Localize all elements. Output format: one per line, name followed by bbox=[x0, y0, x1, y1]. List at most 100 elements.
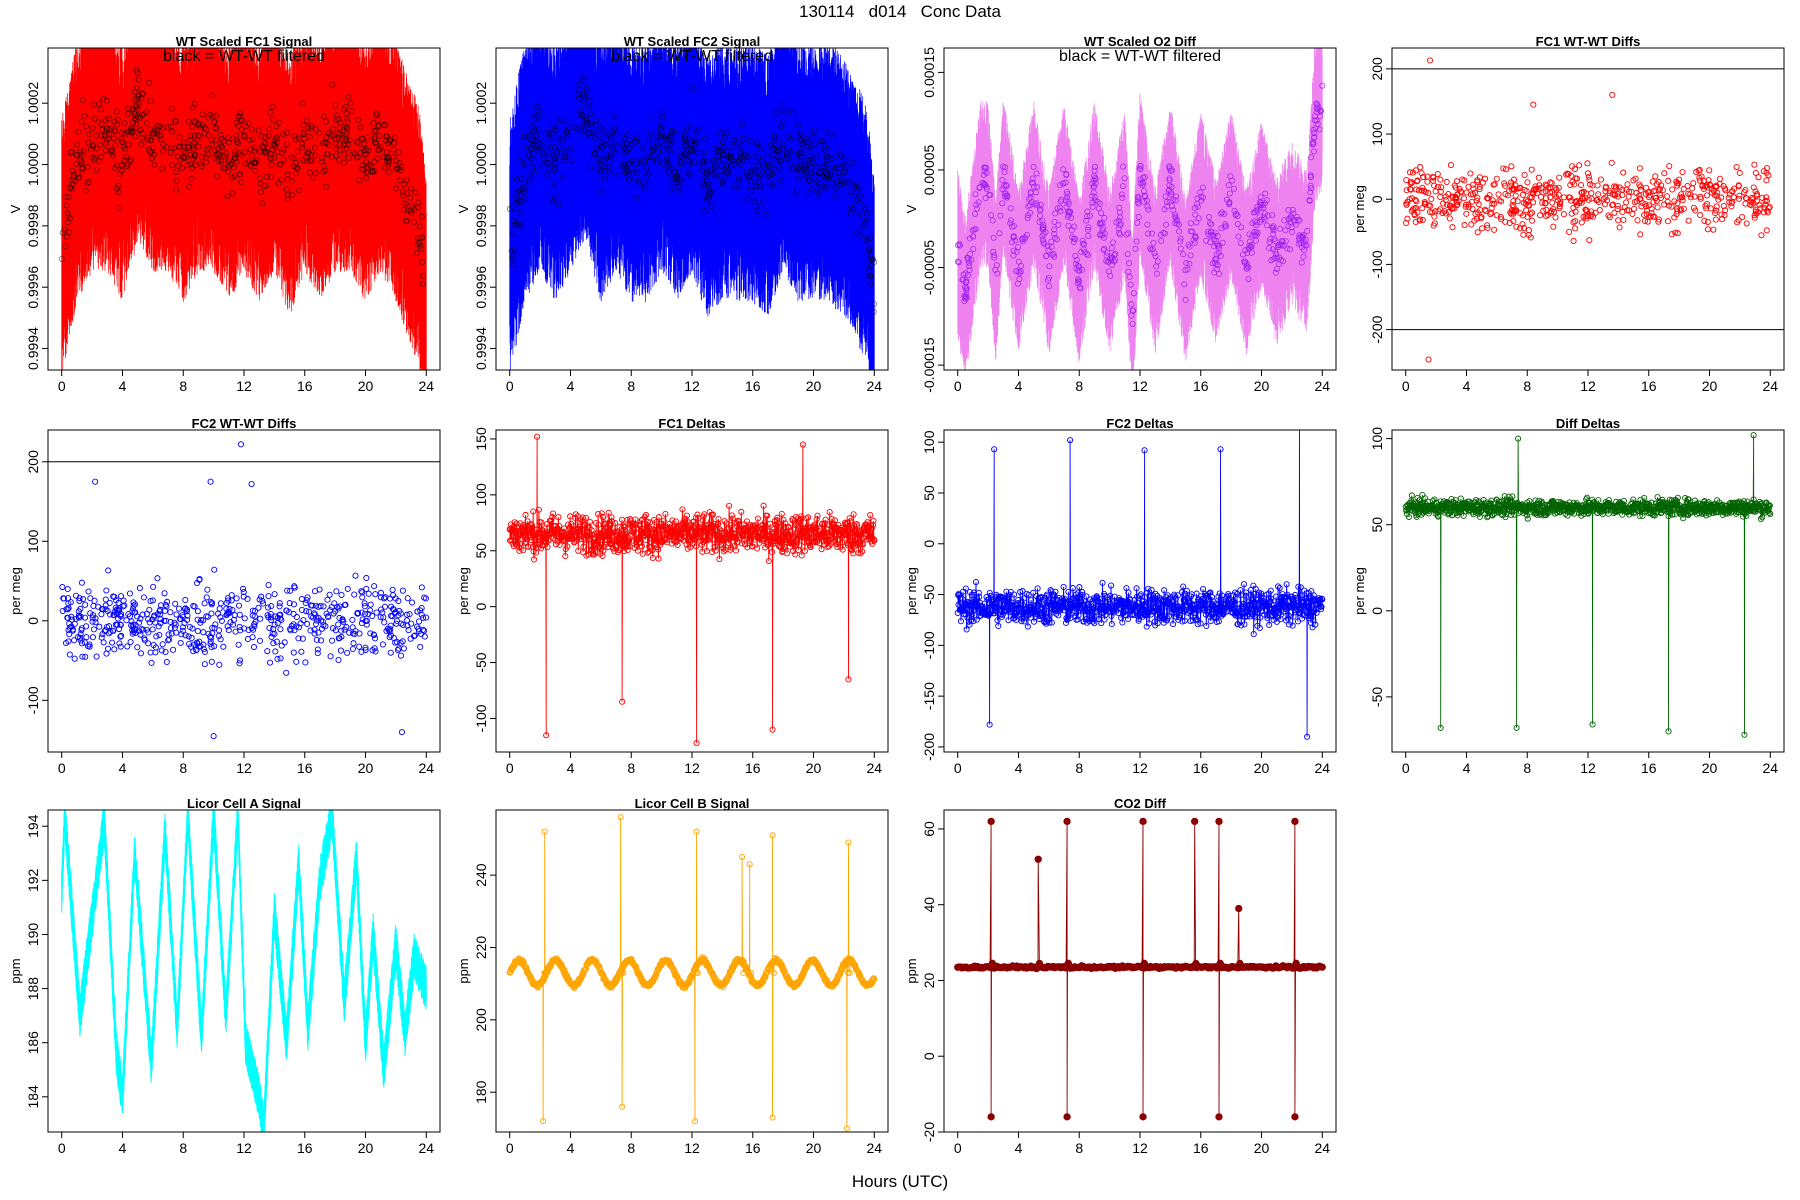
data-point bbox=[868, 273, 875, 280]
x-tick-label: 16 bbox=[1193, 378, 1209, 394]
data-point bbox=[97, 141, 104, 148]
data-point bbox=[1045, 274, 1052, 281]
data-point bbox=[1254, 229, 1261, 236]
data-point bbox=[506, 206, 513, 213]
data-point bbox=[1700, 185, 1707, 192]
data-point bbox=[982, 195, 989, 202]
data-point bbox=[619, 140, 626, 147]
data-point bbox=[155, 623, 162, 630]
data-point bbox=[1583, 207, 1590, 214]
data-point bbox=[93, 167, 100, 174]
data-point bbox=[1121, 175, 1128, 182]
data-point bbox=[664, 155, 671, 162]
data-point bbox=[274, 620, 281, 627]
panel-title: WT Scaled FC1 Signal bbox=[176, 34, 313, 49]
data-point bbox=[204, 586, 211, 593]
data-point bbox=[181, 605, 189, 613]
data-point bbox=[300, 129, 307, 136]
data-point bbox=[1085, 609, 1092, 616]
y-axis-label: per meg bbox=[8, 567, 23, 615]
data-point bbox=[1304, 227, 1311, 234]
data-point-outlier bbox=[237, 441, 245, 448]
data-point bbox=[381, 154, 388, 161]
data-point bbox=[1713, 203, 1720, 210]
data-point bbox=[63, 202, 70, 209]
data-point bbox=[764, 170, 771, 177]
data-point bbox=[1620, 169, 1627, 176]
data-point bbox=[76, 614, 83, 621]
data-point bbox=[163, 144, 170, 151]
data-point bbox=[130, 602, 137, 609]
data-point bbox=[763, 524, 770, 531]
data-point bbox=[1742, 194, 1749, 202]
data-point bbox=[270, 626, 277, 633]
data-point bbox=[400, 645, 407, 652]
data-point bbox=[63, 194, 70, 201]
panel-annotation: black = WT-WT filtered bbox=[163, 48, 325, 65]
data-point bbox=[555, 201, 562, 208]
data-point bbox=[1664, 193, 1671, 200]
data-point bbox=[785, 524, 792, 531]
data-point bbox=[260, 182, 267, 189]
data-point bbox=[1101, 616, 1108, 623]
data-point bbox=[283, 186, 290, 193]
data-point bbox=[1050, 250, 1057, 257]
data-point bbox=[1587, 213, 1594, 220]
data-point bbox=[545, 537, 552, 544]
x-tick-label: 0 bbox=[58, 378, 66, 394]
data-point bbox=[1064, 191, 1071, 198]
data-point bbox=[195, 143, 202, 150]
data-point bbox=[196, 638, 203, 645]
data-point bbox=[797, 136, 804, 143]
data-point bbox=[329, 625, 337, 632]
data-point bbox=[549, 130, 556, 137]
data-point bbox=[133, 84, 140, 91]
data-point bbox=[570, 124, 577, 131]
data-point bbox=[1584, 160, 1591, 167]
data-point bbox=[1102, 611, 1109, 619]
data-point bbox=[121, 157, 128, 164]
data-point bbox=[1099, 232, 1106, 239]
data-point bbox=[181, 620, 188, 627]
data-point bbox=[867, 272, 874, 279]
data-point bbox=[399, 587, 406, 594]
data-point bbox=[1655, 218, 1662, 225]
data-point bbox=[1297, 240, 1304, 247]
data-point bbox=[1665, 177, 1672, 184]
data-point bbox=[377, 614, 384, 621]
x-tick-label: 12 bbox=[684, 760, 700, 776]
data-point bbox=[577, 525, 584, 532]
data-point bbox=[764, 512, 771, 519]
data-point bbox=[125, 141, 132, 148]
data-point bbox=[1311, 148, 1318, 155]
data-point bbox=[280, 131, 287, 138]
data-point bbox=[1089, 180, 1096, 187]
data-point bbox=[545, 129, 552, 136]
data-point bbox=[317, 637, 325, 644]
data-point bbox=[1235, 233, 1242, 240]
data-point bbox=[805, 177, 812, 184]
data-point bbox=[738, 508, 745, 515]
data-point bbox=[72, 177, 79, 184]
panel-title: FC2 WT-WT Diffs bbox=[192, 416, 297, 431]
data-point bbox=[386, 137, 393, 144]
data-point bbox=[291, 133, 298, 140]
data-point bbox=[668, 129, 675, 136]
x-tick-label: 12 bbox=[1580, 378, 1596, 394]
data-point bbox=[1556, 204, 1563, 212]
data-point bbox=[201, 661, 208, 668]
data-point bbox=[1408, 186, 1415, 193]
x-tick-label: 12 bbox=[684, 378, 700, 394]
data-point bbox=[1487, 211, 1494, 218]
data-point bbox=[828, 179, 835, 186]
data-point bbox=[1316, 126, 1323, 133]
data-point bbox=[71, 637, 78, 644]
data-point bbox=[796, 517, 803, 524]
data-point bbox=[793, 521, 800, 528]
data-point bbox=[133, 67, 140, 74]
data-point bbox=[1614, 202, 1621, 209]
data-point bbox=[635, 178, 642, 185]
data-point bbox=[276, 161, 283, 168]
data-point bbox=[660, 517, 667, 524]
x-tick-label: 24 bbox=[866, 378, 882, 394]
